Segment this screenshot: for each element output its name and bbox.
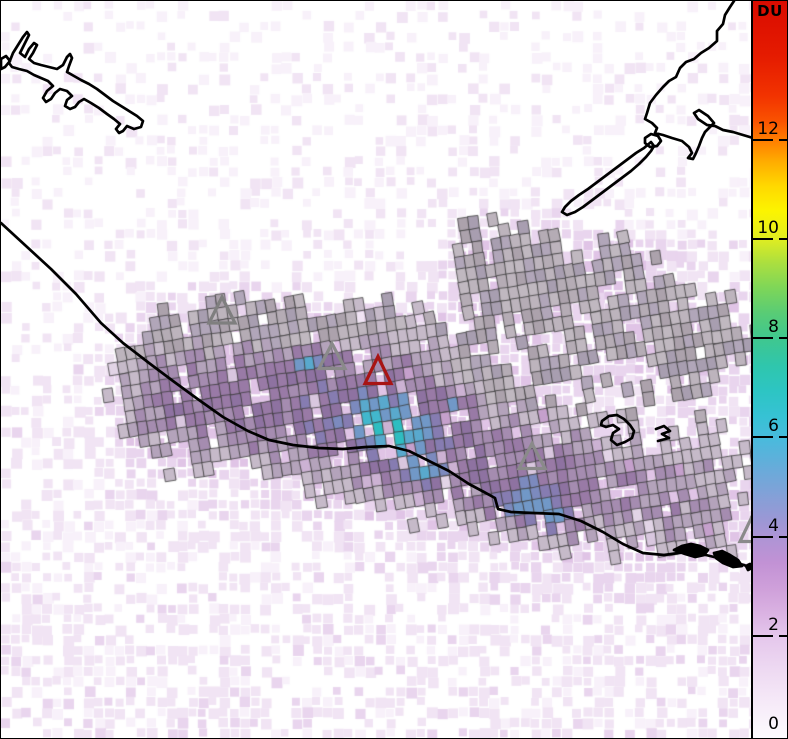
colorbar-tick-label-0: 0 xyxy=(768,714,779,734)
map-overlay xyxy=(1,1,751,572)
colorbar-tick-label-10: 10 xyxy=(757,218,779,238)
colorbar-tick-label-6: 6 xyxy=(768,416,779,437)
volcano-marker-red xyxy=(362,352,394,386)
colorbar-tick-10 xyxy=(779,238,787,240)
colorbar-tick-8 xyxy=(779,337,787,340)
colorbar-gradient xyxy=(753,1,787,738)
colorbar-tick-10 xyxy=(753,238,773,240)
colorbar-tick-8 xyxy=(753,337,773,340)
colorbar-tick-2 xyxy=(753,634,773,637)
hook-island-center xyxy=(599,413,636,447)
elongated-island-northeast xyxy=(560,140,656,217)
colorbar-tick-6 xyxy=(779,436,787,439)
kamchatka-peninsula xyxy=(643,1,751,161)
map-canvas xyxy=(1,1,751,738)
colorbar-tick-4 xyxy=(753,535,773,538)
main-coastline xyxy=(1,221,751,570)
map-area xyxy=(1,1,751,738)
colorbar-tick-2 xyxy=(779,634,787,637)
colorbar-tick-4 xyxy=(779,535,787,538)
colorbar-tick-label-2: 2 xyxy=(768,614,779,635)
small-islet-northeast xyxy=(643,132,663,149)
colorbar-tick-12 xyxy=(779,138,787,141)
volcano-marker-gray-2 xyxy=(316,340,348,371)
colorbar-tick-6 xyxy=(753,436,773,439)
colorbar-tick-label-8: 8 xyxy=(768,317,779,338)
left-edge-islet xyxy=(1,54,12,71)
colorbar: DU 0 2 4 6 8 10 12 xyxy=(751,1,787,738)
small-island-southeast-a xyxy=(672,542,710,559)
large-island-northwest xyxy=(7,30,145,135)
small-island-southeast-b xyxy=(712,549,744,569)
colorbar-tick-label-12: 12 xyxy=(757,118,779,139)
squiggle-island-center xyxy=(654,424,672,443)
volcano-marker-gray-4-clipped xyxy=(737,515,751,544)
colorbar-tick-label-4: 4 xyxy=(768,515,779,536)
colorbar-unit-label: DU xyxy=(757,2,783,20)
volcano-marker-gray-3 xyxy=(516,440,548,471)
volcano-marker-gray-1 xyxy=(206,293,238,325)
colorbar-tick-12 xyxy=(753,138,773,141)
small-island-southeast-c xyxy=(744,562,751,572)
